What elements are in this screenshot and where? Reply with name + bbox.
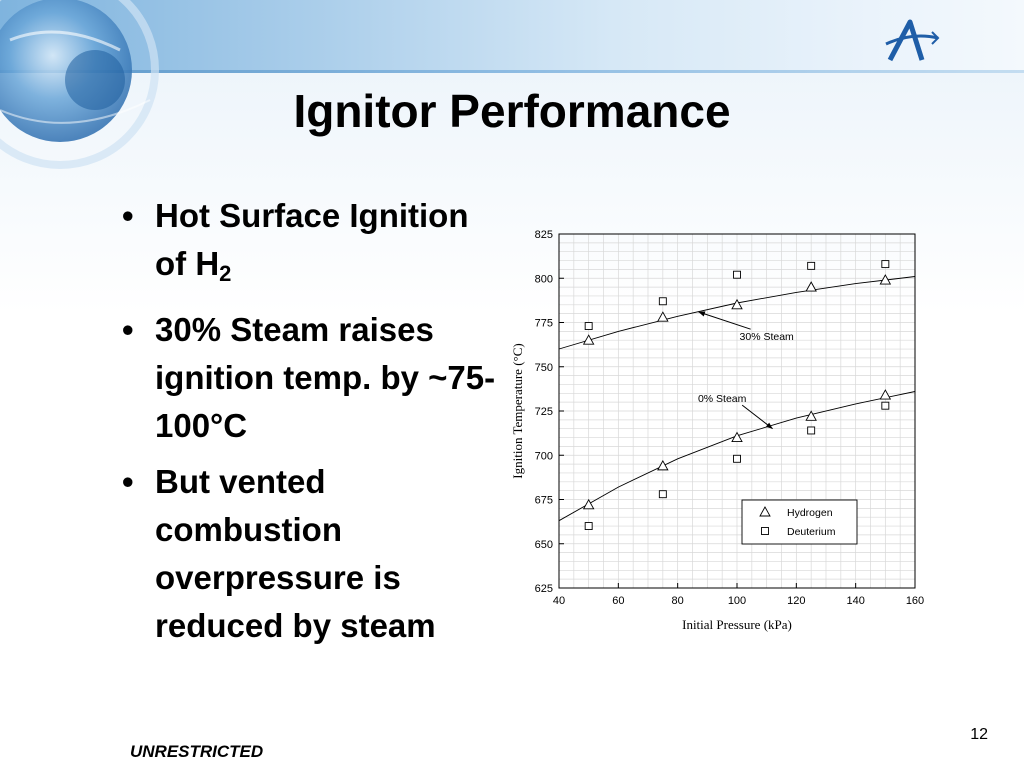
y-tick-label: 700: [535, 450, 553, 462]
bullet-text: Hot Surface Ignition of H: [155, 197, 469, 282]
classification-footer: UNRESTRICTED: [130, 742, 264, 761]
header-divider: [0, 70, 1024, 73]
data-point-deuterium: [733, 454, 741, 463]
ignition-chart: 40 60 80 100 120 140 160 625 650 675 700 725 750 775 8…: [510, 229, 924, 632]
data-point-hydrogen: [731, 298, 743, 310]
bullet-text: But vented combustion overpressure is re…: [155, 463, 436, 644]
logo-icon: [882, 18, 942, 66]
data-point-hydrogen: [582, 334, 595, 345]
data-point-deuterium: [881, 260, 890, 269]
x-tick-label: 80: [672, 595, 684, 607]
y-tick-label: 800: [535, 273, 553, 285]
data-point-hydrogen: [731, 431, 743, 443]
x-tick-label: 100: [728, 595, 746, 607]
y-tick-label: 775: [535, 318, 553, 330]
header-band: [0, 0, 1024, 72]
background-wash: [0, 73, 1024, 313]
x-tick-label: 120: [787, 595, 805, 607]
legend-label: Hydrogen: [787, 507, 833, 519]
x-tick-label: 40: [553, 595, 565, 607]
data-point-hydrogen: [657, 311, 669, 322]
bullet-item: • Hot Surface Ignition of H2: [122, 197, 469, 286]
bullet-text: 30% Steam raises ignition temp. by ~75-1…: [155, 311, 496, 444]
legend-marker-hydrogen: [759, 506, 771, 517]
data-point-deuterium: [658, 490, 667, 499]
data-point-hydrogen: [582, 498, 595, 510]
data-point-hydrogen: [879, 274, 892, 285]
y-tick-label: 725: [535, 406, 553, 418]
data-point-deuterium: [584, 322, 593, 330]
x-tick-label: 140: [846, 595, 864, 607]
annotation-label: 0% Steam: [698, 393, 747, 405]
legend-label: Deuterium: [787, 526, 836, 538]
x-tick-label: 160: [906, 595, 924, 607]
slide-title: Ignitor Performance: [293, 85, 731, 137]
x-tick-label: 60: [612, 595, 624, 607]
globe-graphic: [0, 0, 170, 200]
legend-box: [741, 499, 858, 545]
data-point-deuterium: [807, 426, 816, 435]
legend-marker-deuterium: [761, 527, 769, 535]
data-point-hydrogen: [879, 389, 892, 400]
annotation-arrowhead: [698, 311, 706, 317]
data-point-deuterium: [807, 261, 816, 270]
y-tick-label: 825: [535, 229, 553, 241]
data-point-deuterium: [584, 522, 593, 530]
page-number: 12: [970, 726, 988, 743]
bullet-item: • 30% Steam raises ignition temp. by ~75-…: [122, 311, 496, 444]
annotation-arrowhead: [765, 422, 773, 429]
data-point-deuterium: [658, 297, 667, 306]
data-point-hydrogen: [657, 459, 669, 471]
annotation-label: 30% Steam: [740, 331, 795, 343]
bullet-item: • But vented combustion overpressure is r…: [122, 463, 436, 644]
data-point-deuterium: [733, 270, 741, 279]
bullet-subscript: 2: [219, 261, 232, 286]
y-tick-label: 650: [535, 539, 553, 551]
data-point-hydrogen: [805, 410, 817, 421]
bullet-list: • Hot Surface Ignition of H2 • 30% Steam r…: [122, 192, 502, 658]
y-tick-label: 675: [535, 495, 553, 507]
y-axis-label: Ignition Temperature (°C): [510, 343, 525, 478]
data-point-hydrogen: [805, 281, 817, 292]
data-point-deuterium: [881, 401, 890, 410]
x-axis-label: Initial Pressure (kPa): [682, 617, 792, 632]
y-tick-label: 625: [535, 583, 553, 595]
annotation-arrow: [698, 311, 751, 330]
y-tick-label: 750: [535, 362, 553, 374]
